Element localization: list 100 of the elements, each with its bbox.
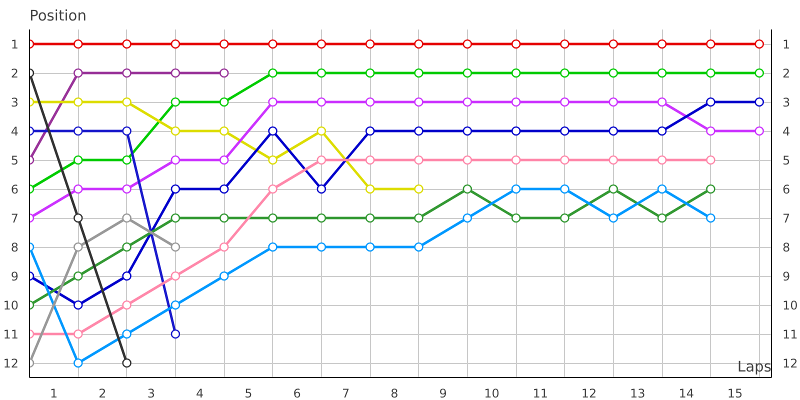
point [74, 39, 83, 49]
x-tick-label: 7 [342, 386, 350, 400]
point [316, 242, 326, 252]
point [170, 271, 180, 281]
point [657, 39, 667, 49]
point [74, 97, 83, 107]
point [170, 68, 180, 78]
point [268, 155, 278, 165]
y2-tick-label: 12 [782, 356, 798, 370]
point [560, 39, 570, 49]
point [706, 213, 716, 223]
point [316, 155, 326, 165]
point [219, 155, 229, 165]
point [74, 155, 83, 165]
y-tick-label: 8 [10, 240, 19, 254]
point [560, 155, 570, 165]
point [365, 126, 375, 136]
y2-tick-label: 9 [782, 270, 790, 284]
point [365, 184, 375, 194]
y2-tick-label: 8 [782, 240, 790, 254]
point [219, 213, 229, 223]
point [754, 68, 764, 78]
point [268, 126, 278, 136]
y-tick-label: 5 [10, 154, 19, 168]
point [511, 213, 521, 223]
point [316, 184, 326, 194]
y2-tick-label: 10 [782, 298, 798, 312]
y2-tick-label: 6 [782, 182, 790, 196]
y-tick-label: 4 [10, 124, 19, 138]
point [414, 155, 424, 165]
point [462, 39, 472, 49]
y2-tick-label: 3 [782, 96, 790, 110]
point [462, 213, 472, 223]
point [74, 242, 83, 252]
point [657, 97, 667, 107]
y-tick-label: 10 [3, 298, 19, 312]
point [219, 184, 229, 194]
y2-tick-label: 5 [782, 154, 790, 168]
x-tick-label: 15 [727, 386, 743, 400]
point [754, 39, 764, 49]
point [219, 126, 229, 136]
point [706, 97, 716, 107]
x-tick-label: 1 [50, 386, 58, 400]
point [122, 184, 132, 194]
y2-tick-label: 2 [782, 66, 790, 80]
point [122, 39, 132, 49]
point [316, 39, 326, 49]
x-tick-label: 8 [390, 386, 398, 400]
point [170, 213, 180, 223]
point [657, 68, 667, 78]
point [657, 213, 667, 223]
point [560, 68, 570, 78]
point [74, 329, 83, 339]
point [316, 126, 326, 136]
point [365, 213, 375, 223]
y-tick-label: 6 [10, 182, 19, 196]
point [706, 68, 716, 78]
y-axis-title: Position [30, 8, 87, 24]
point [122, 97, 132, 107]
point [219, 97, 229, 107]
point [511, 155, 521, 165]
point [170, 300, 180, 310]
point [122, 155, 132, 165]
point [219, 242, 229, 252]
point [462, 155, 472, 165]
y-tick-label: 12 [3, 356, 19, 370]
point [365, 97, 375, 107]
point [74, 358, 83, 368]
x-tick-label: 2 [98, 386, 106, 400]
y2-tick-label: 11 [782, 328, 798, 342]
point [414, 184, 424, 194]
point [170, 39, 180, 49]
x-tick-label: 12 [581, 386, 597, 400]
y-tick-label: 11 [3, 328, 19, 342]
point [462, 68, 472, 78]
x-tick-label: 3 [147, 386, 155, 400]
point [219, 39, 229, 49]
point [170, 184, 180, 194]
point [365, 68, 375, 78]
point [268, 213, 278, 223]
point [706, 39, 716, 49]
point [365, 39, 375, 49]
x-tick-label: 13 [630, 386, 646, 400]
x-axis-title: Laps [737, 358, 772, 376]
point [122, 358, 132, 368]
y2-tick-label: 1 [782, 38, 790, 52]
point [560, 97, 570, 107]
y-tick-label: 9 [10, 270, 19, 284]
point [560, 126, 570, 136]
point [74, 213, 83, 223]
point [268, 97, 278, 107]
point [122, 329, 132, 339]
x-tick-label: 9 [439, 386, 447, 400]
point [608, 184, 618, 194]
point [657, 184, 667, 194]
point [268, 68, 278, 78]
point [122, 271, 132, 281]
point [74, 68, 83, 78]
y2-tick-label: 7 [782, 212, 790, 226]
point [462, 184, 472, 194]
